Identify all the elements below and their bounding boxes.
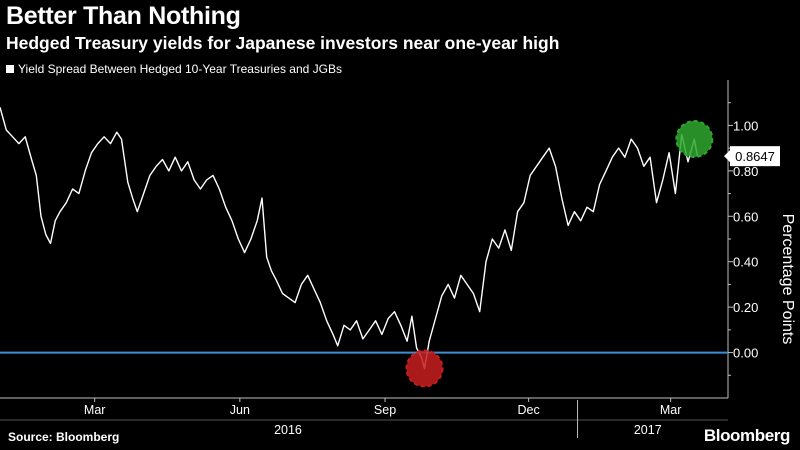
source-note: Source: Bloomberg — [8, 430, 120, 444]
y-tick-label: 0.20 — [733, 300, 758, 315]
legend: Yield Spread Between Hedged 10-Year Trea… — [6, 62, 342, 76]
last-value-pointer — [724, 150, 730, 163]
y-axis-title: Percentage Points — [779, 214, 796, 345]
x-tick-label: Jun — [230, 403, 250, 417]
y-tick-label: 0.40 — [733, 255, 758, 270]
legend-swatch — [6, 65, 14, 73]
year-label: 2017 — [634, 423, 662, 437]
bloomberg-logo: Bloomberg — [703, 426, 791, 445]
x-tick-label: Dec — [518, 403, 540, 417]
y-tick-label: 1.00 — [733, 118, 758, 133]
series-line — [0, 107, 699, 370]
x-tick-label: Mar — [660, 403, 682, 417]
low-marker — [405, 349, 444, 388]
chart-subtitle: Hedged Treasury yields for Japanese inve… — [6, 33, 560, 53]
x-tick-label: Sep — [374, 403, 396, 417]
y-tick-label: 0.00 — [733, 346, 758, 361]
high-marker — [675, 120, 714, 159]
chart-title: Better Than Nothing — [6, 2, 241, 30]
last-value-box — [730, 146, 780, 167]
y-tick-label: 0.80 — [733, 164, 758, 179]
x-tick-label: Mar — [84, 403, 106, 417]
year-label: 2016 — [274, 423, 302, 437]
last-value-label: 0.8647 — [735, 149, 775, 164]
legend-label: Yield Spread Between Hedged 10-Year Trea… — [18, 62, 342, 76]
y-tick-label: 0.60 — [733, 209, 758, 224]
